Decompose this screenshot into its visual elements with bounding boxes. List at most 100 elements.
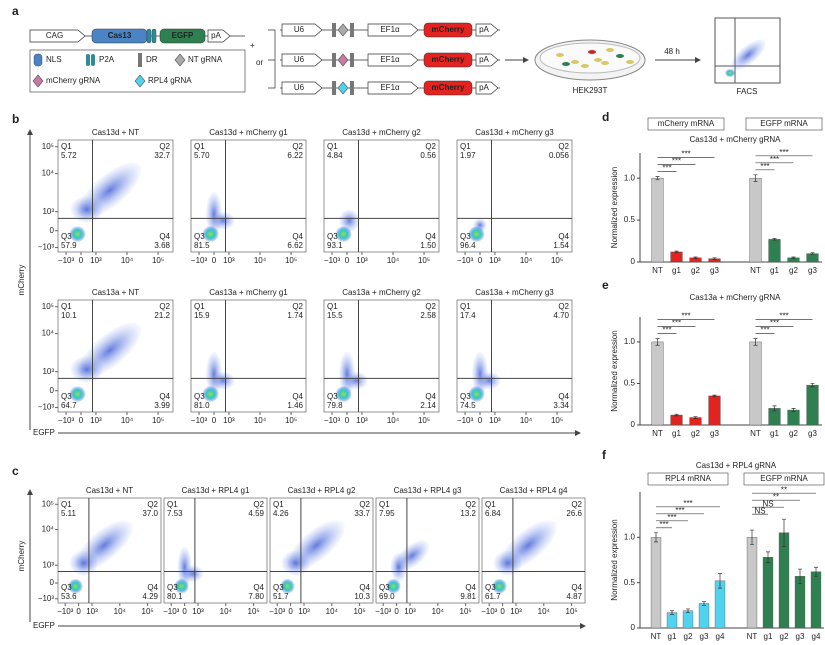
facs-cloud [730,39,766,71]
element-label: EF1α [380,25,400,34]
y-tick-label: 10⁴ [42,169,55,178]
quadrant-name: Q1 [167,500,178,509]
quadrant-value: 6.22 [287,151,303,160]
x-tick-label: 0 [212,256,217,265]
legend-swatch [91,54,95,66]
quadrant-name: Q3 [61,583,72,592]
x-tick-label: −10³ [481,607,498,616]
error-bar [712,257,717,260]
quadrant-value: 51.7 [273,592,289,601]
x-tick-label: g2 [684,632,693,641]
quadrant-name: Q4 [159,232,170,241]
quadrant-value: 96.4 [460,241,476,250]
quadrant-name: Q2 [253,500,264,509]
x-tick-label: −10³ [58,256,75,265]
x-tick-label: 0 [212,416,217,425]
grna-icon [337,81,349,95]
x-tick-label: NT [652,266,663,275]
promoter-arrow [281,81,323,95]
quadrant-value: 64.7 [61,401,77,410]
y-tick-label: 0 [631,420,636,429]
quadrant-name: Q1 [61,500,72,509]
facs-label: FACS [737,87,758,96]
x-tick-label: 10⁴ [432,607,445,616]
bar [787,409,800,426]
error-bar [791,408,796,413]
quadrant-name: Q4 [253,583,264,592]
density-cloud [182,565,204,582]
x-tick-label: NT [750,266,761,275]
quadrant-name: Q1 [61,302,72,311]
y-tick-label: 10⁵ [42,142,54,151]
density-core [468,226,485,242]
promoter-arrow [367,53,419,67]
error-bar [810,383,815,388]
group-header-box [745,117,823,131]
promoter-arrow [281,53,323,67]
quadrant-name: Q1 [485,500,496,509]
bar [670,414,683,426]
bar [806,253,819,263]
promoter-arrow [475,53,499,67]
quadrant-value: 15.5 [327,311,343,320]
error-bar [693,416,698,419]
x-tick-label: 0 [288,607,293,616]
x-tick-label: g1 [770,429,779,438]
x-tick-label: 10⁵ [285,416,297,425]
x-tick-label: g1 [764,632,773,641]
quadrant-value: 5.70 [194,151,210,160]
y-tick-label: 0.5 [624,379,636,388]
density-core [69,226,86,242]
y-tick-label: −10³ [38,594,55,603]
element-label: mCherry [432,83,465,92]
plot-title: Cas13a + mCherry g3 [475,288,554,297]
x-tick-label: 10⁵ [551,256,563,265]
density-core [386,578,401,594]
quadrant-name: Q4 [425,392,436,401]
x-tick-label: 10⁵ [248,607,260,616]
x-tick-label: 10³ [356,416,368,425]
legend-label: mCherry gRNA [46,76,101,85]
group-header: RPL4 mRNA [665,474,711,483]
y-tick-label: 10³ [42,207,54,216]
x-tick-label: NT [750,429,761,438]
x-tick-label: g1 [770,266,779,275]
x-tick-label: 10⁵ [551,416,563,425]
significance-label: *** [675,506,684,515]
time-label: 48 h [664,47,680,56]
quadrant-value: 57.9 [61,241,77,250]
x-tick-label: 0 [394,607,399,616]
plot-title: Cas13d + mCherry g2 [342,128,421,137]
quadrant-value: 10.1 [61,311,77,320]
x-tick-label: −10³ [57,607,74,616]
quadrant-value: 3.34 [553,401,569,410]
x-tick-label: −10³ [375,607,392,616]
error-bar [772,238,777,241]
x-tick-label: 10³ [90,416,102,425]
element-label: pA [479,55,489,64]
x-tick-label: −10³ [324,256,341,265]
promoter-arrow [29,29,86,43]
bar [651,177,664,263]
x-tick-label: 10⁵ [142,607,154,616]
group-header: EGFP mRNA [760,474,808,483]
density-core [335,226,352,242]
cell [601,61,609,65]
y-tick-label: 1.0 [624,173,636,182]
quadrant-value: 21.2 [154,311,170,320]
x-tick-label: 10⁴ [538,607,551,616]
density-core [280,578,295,594]
quadrant-value: 2.14 [420,401,436,410]
quadrant-value: 15.9 [194,311,210,320]
bar [794,576,806,629]
x-tick-label: g2 [789,266,798,275]
error-bar [670,610,674,615]
plot-title: Cas13d + RPL4 g1 [182,486,250,495]
quadrant-name: Q2 [159,142,170,151]
y-tick-label: 0 [50,386,55,395]
legend-label: NT gRNA [188,55,223,64]
x-tick-label: 10⁵ [566,607,578,616]
error-bar [810,252,815,255]
x-tick-label: −10³ [457,416,474,425]
